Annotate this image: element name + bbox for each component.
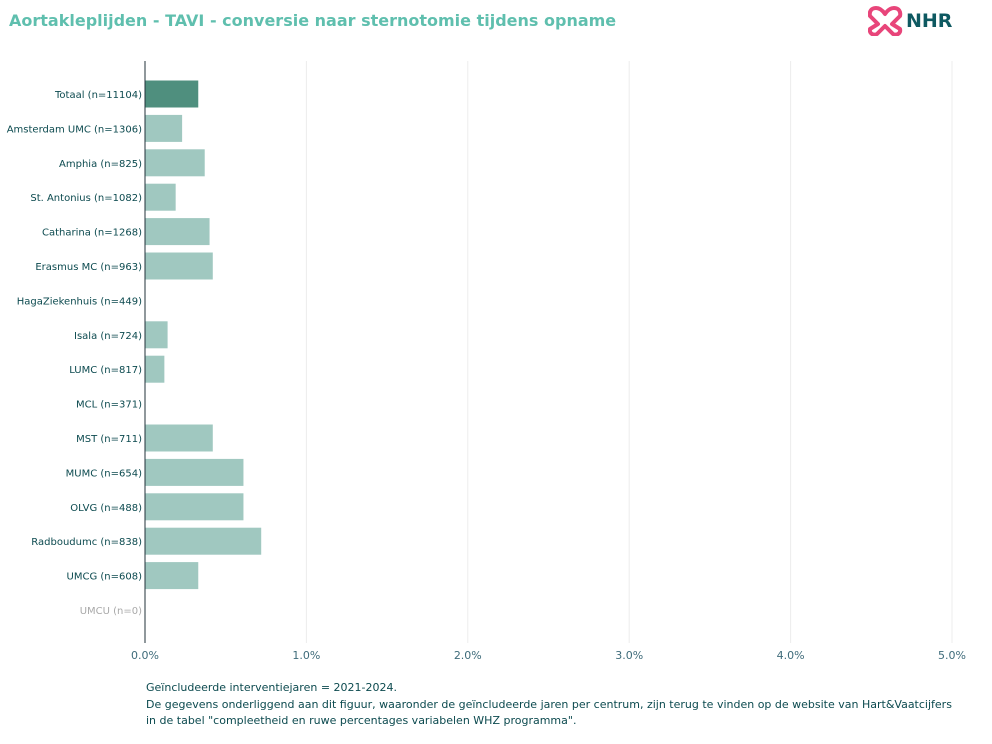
category-label: Totaal (n=11104) bbox=[54, 90, 142, 101]
bar-chart: Totaal (n=11104) Amsterdam UMC (n=1306) Am… bbox=[7, 61, 966, 662]
x-tick-label: 2.0% bbox=[454, 649, 482, 662]
category-label: UMCU (n=0) bbox=[80, 606, 142, 617]
bar bbox=[145, 493, 244, 521]
category-label: Erasmus MC (n=963) bbox=[35, 262, 142, 273]
category-label: LUMC (n=817) bbox=[69, 365, 142, 376]
bar bbox=[145, 562, 199, 590]
category-label: MST (n=711) bbox=[76, 434, 142, 445]
category-label: Isala (n=724) bbox=[74, 331, 142, 342]
x-tick-label: 5.0% bbox=[938, 649, 966, 662]
bar bbox=[145, 252, 213, 280]
x-tick-label: 0.0% bbox=[131, 649, 159, 662]
category-label: Amsterdam UMC (n=1306) bbox=[7, 124, 142, 135]
category-label: Radboudumc (n=838) bbox=[31, 537, 142, 548]
bar bbox=[145, 321, 168, 349]
footer-source: De gegevens onderliggend aan dit figuur,… bbox=[146, 698, 952, 711]
footer-table: in de tabel "compleetheid en ruwe percen… bbox=[146, 714, 577, 727]
category-label: UMCG (n=608) bbox=[67, 572, 143, 583]
category-label: St. Antonius (n=1082) bbox=[30, 193, 142, 204]
category-label: MCL (n=371) bbox=[76, 400, 142, 411]
category-label: HagaZiekenhuis (n=449) bbox=[17, 296, 142, 307]
bar bbox=[145, 458, 244, 486]
bar bbox=[145, 355, 165, 383]
nhr-logo-text: NHR bbox=[906, 10, 953, 32]
category-label: Amphia (n=825) bbox=[59, 159, 142, 170]
x-tick-label: 3.0% bbox=[615, 649, 643, 662]
footer-years: Geïncludeerde interventiejaren = 2021-20… bbox=[146, 681, 397, 694]
bar bbox=[145, 527, 262, 555]
bar bbox=[145, 80, 199, 108]
nhr-logo[interactable]: NHR bbox=[867, 2, 958, 37]
nhr-heart-knot-icon bbox=[867, 6, 903, 37]
x-tick-label: 1.0% bbox=[292, 649, 320, 662]
bar bbox=[145, 218, 210, 246]
bar bbox=[145, 114, 183, 142]
page-title: Aortakleplijden - TAVI - conversie naar … bbox=[9, 11, 617, 30]
bar bbox=[145, 149, 205, 177]
bar bbox=[145, 424, 213, 452]
bar bbox=[145, 183, 176, 211]
category-label: MUMC (n=654) bbox=[66, 468, 142, 479]
category-label: Catharina (n=1268) bbox=[42, 228, 142, 239]
category-label: OLVG (n=488) bbox=[70, 503, 142, 514]
x-tick-label: 4.0% bbox=[777, 649, 805, 662]
